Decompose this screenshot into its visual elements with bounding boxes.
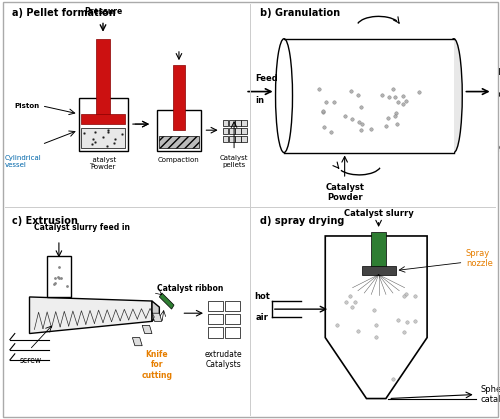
Text: Catalyst
pellets: Catalyst pellets <box>220 155 248 168</box>
Polygon shape <box>152 313 162 321</box>
Text: b) Granulation: b) Granulation <box>260 8 340 18</box>
Text: hot: hot <box>254 292 270 301</box>
FancyBboxPatch shape <box>223 120 228 126</box>
Text: in: in <box>255 96 264 105</box>
FancyBboxPatch shape <box>236 136 240 142</box>
Polygon shape <box>30 297 152 334</box>
Polygon shape <box>325 236 427 398</box>
FancyBboxPatch shape <box>208 327 223 338</box>
FancyBboxPatch shape <box>242 136 247 142</box>
Polygon shape <box>132 338 142 346</box>
FancyBboxPatch shape <box>242 128 247 134</box>
FancyBboxPatch shape <box>229 120 234 126</box>
Text: Feed: Feed <box>498 68 500 78</box>
Text: Compaction: Compaction <box>158 157 200 163</box>
FancyBboxPatch shape <box>236 120 240 126</box>
Text: Spherical
catalysts: Spherical catalysts <box>480 385 500 404</box>
FancyBboxPatch shape <box>208 301 223 311</box>
Polygon shape <box>142 326 152 334</box>
Polygon shape <box>160 293 174 309</box>
Text: _atalyst
Powder: _atalyst Powder <box>90 157 117 171</box>
Text: Catalyst
Powder: Catalyst Powder <box>325 183 364 202</box>
FancyBboxPatch shape <box>226 327 240 338</box>
Text: Spray
nozzle: Spray nozzle <box>466 248 493 268</box>
Text: extrudate
Catalysts: extrudate Catalysts <box>204 350 242 369</box>
FancyBboxPatch shape <box>284 39 454 153</box>
FancyBboxPatch shape <box>236 128 240 134</box>
Text: Catalyst slurry feed in: Catalyst slurry feed in <box>34 223 130 232</box>
FancyBboxPatch shape <box>96 39 110 120</box>
Text: d) spray drying: d) spray drying <box>260 216 344 226</box>
Text: Catalyst slurry: Catalyst slurry <box>344 209 413 218</box>
Text: Piston: Piston <box>14 103 40 109</box>
Ellipse shape <box>446 39 462 153</box>
FancyBboxPatch shape <box>46 256 71 297</box>
FancyBboxPatch shape <box>223 136 228 142</box>
FancyBboxPatch shape <box>81 114 125 124</box>
FancyBboxPatch shape <box>208 314 223 324</box>
FancyBboxPatch shape <box>223 128 228 134</box>
FancyBboxPatch shape <box>362 266 396 274</box>
Text: Feed: Feed <box>255 75 278 83</box>
Text: out: out <box>498 90 500 98</box>
FancyBboxPatch shape <box>229 136 234 142</box>
Text: Cylindrical
vessel: Cylindrical vessel <box>5 155 42 168</box>
Ellipse shape <box>276 39 292 153</box>
FancyBboxPatch shape <box>173 65 185 130</box>
FancyBboxPatch shape <box>160 136 198 148</box>
FancyBboxPatch shape <box>226 301 240 311</box>
FancyBboxPatch shape <box>229 128 234 134</box>
FancyBboxPatch shape <box>78 98 128 150</box>
Text: Knife
for
cutting: Knife for cutting <box>142 350 172 380</box>
Text: Pressure: Pressure <box>84 8 122 16</box>
FancyBboxPatch shape <box>81 128 125 148</box>
Text: Catalyst ribbon: Catalyst ribbon <box>157 284 224 293</box>
FancyBboxPatch shape <box>226 314 240 324</box>
Polygon shape <box>152 301 160 321</box>
FancyBboxPatch shape <box>242 120 247 126</box>
Text: air: air <box>256 313 268 322</box>
FancyBboxPatch shape <box>372 232 386 269</box>
Text: screw: screw <box>20 356 42 365</box>
Text: c) Extrusion: c) Extrusion <box>12 216 78 226</box>
FancyBboxPatch shape <box>157 110 201 150</box>
Text: a) Pellet formation: a) Pellet formation <box>12 8 116 18</box>
Text: Catalyst
granules: Catalyst granules <box>498 132 500 152</box>
